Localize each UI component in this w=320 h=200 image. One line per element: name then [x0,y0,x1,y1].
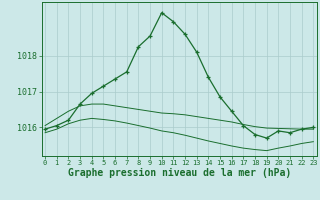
X-axis label: Graphe pression niveau de la mer (hPa): Graphe pression niveau de la mer (hPa) [68,168,291,178]
